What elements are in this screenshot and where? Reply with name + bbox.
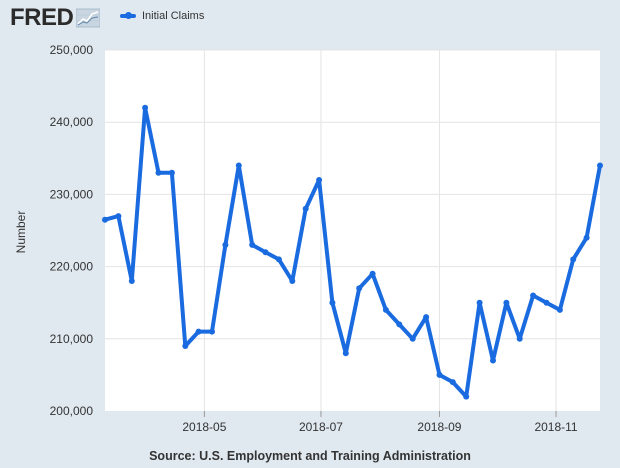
data-point[interactable] <box>222 241 229 248</box>
y-tick-label: 240,000 <box>50 115 94 129</box>
y-axis-ticks: 200,000 210,000 220,000 230,000 240,000 250,0… <box>50 43 94 418</box>
legend-line-marker-icon <box>120 12 136 19</box>
x-tick-label: 2018-11 <box>534 420 577 434</box>
data-point[interactable] <box>409 335 416 342</box>
logo-graph-icon <box>76 8 101 28</box>
data-point[interactable] <box>597 162 603 169</box>
data-point[interactable] <box>195 328 202 335</box>
data-point[interactable] <box>142 104 149 111</box>
legend-label: Initial Claims <box>142 10 205 22</box>
data-point[interactable] <box>449 379 456 386</box>
y-tick-label: 200,000 <box>50 404 94 418</box>
series-initial-claims[interactable] <box>102 104 603 400</box>
data-point[interactable] <box>329 299 336 306</box>
data-point[interactable] <box>209 328 215 335</box>
logo-text: FRED <box>10 4 74 31</box>
data-point[interactable] <box>249 241 256 248</box>
data-point[interactable] <box>436 371 443 378</box>
data-point[interactable] <box>155 169 162 176</box>
data-point[interactable] <box>316 177 323 183</box>
y-tick-label: 230,000 <box>50 187 94 201</box>
data-point[interactable] <box>369 270 376 277</box>
data-point[interactable] <box>556 306 563 313</box>
x-tick-label: 2018-05 <box>182 420 226 434</box>
data-point[interactable] <box>168 169 175 176</box>
plot-area <box>105 50 600 411</box>
data-point[interactable] <box>289 278 296 284</box>
data-point[interactable] <box>543 299 550 306</box>
data-point[interactable] <box>235 162 242 169</box>
series-line[interactable] <box>103 105 602 399</box>
chart-header: FRED Initial Claims <box>0 0 620 40</box>
data-point[interactable] <box>302 205 309 212</box>
x-axis-ticks: 2018-05 2018-07 2018-09 2018-11 <box>182 411 578 434</box>
source-caption: Source: U.S. Employment and Training Adm… <box>149 449 471 463</box>
y-tick-label: 210,000 <box>50 332 94 346</box>
data-point[interactable] <box>182 343 189 349</box>
data-point[interactable] <box>396 321 403 328</box>
y-tick-label: 220,000 <box>50 260 94 274</box>
data-point[interactable] <box>342 350 349 357</box>
x-tick-label: 2018-07 <box>299 420 343 434</box>
data-point[interactable] <box>115 213 122 220</box>
y-tick-label: 250,000 <box>50 43 94 57</box>
data-point[interactable] <box>128 278 135 284</box>
data-point[interactable] <box>490 357 496 364</box>
data-point[interactable] <box>476 299 483 306</box>
data-point[interactable] <box>516 335 523 342</box>
data-point[interactable] <box>463 393 470 400</box>
x-tick-label: 2018-09 <box>417 420 461 434</box>
data-point[interactable] <box>275 256 282 263</box>
data-point[interactable] <box>503 299 510 306</box>
data-point[interactable] <box>262 249 269 256</box>
data-point[interactable] <box>570 256 577 263</box>
data-point[interactable] <box>356 285 363 292</box>
data-point[interactable] <box>102 216 108 223</box>
data-point[interactable] <box>530 292 537 299</box>
chart-legend[interactable]: Initial Claims <box>120 10 204 22</box>
data-point[interactable] <box>423 314 430 321</box>
data-point[interactable] <box>382 306 389 313</box>
fred-logo[interactable]: FRED <box>10 4 101 32</box>
data-point[interactable] <box>583 234 590 241</box>
